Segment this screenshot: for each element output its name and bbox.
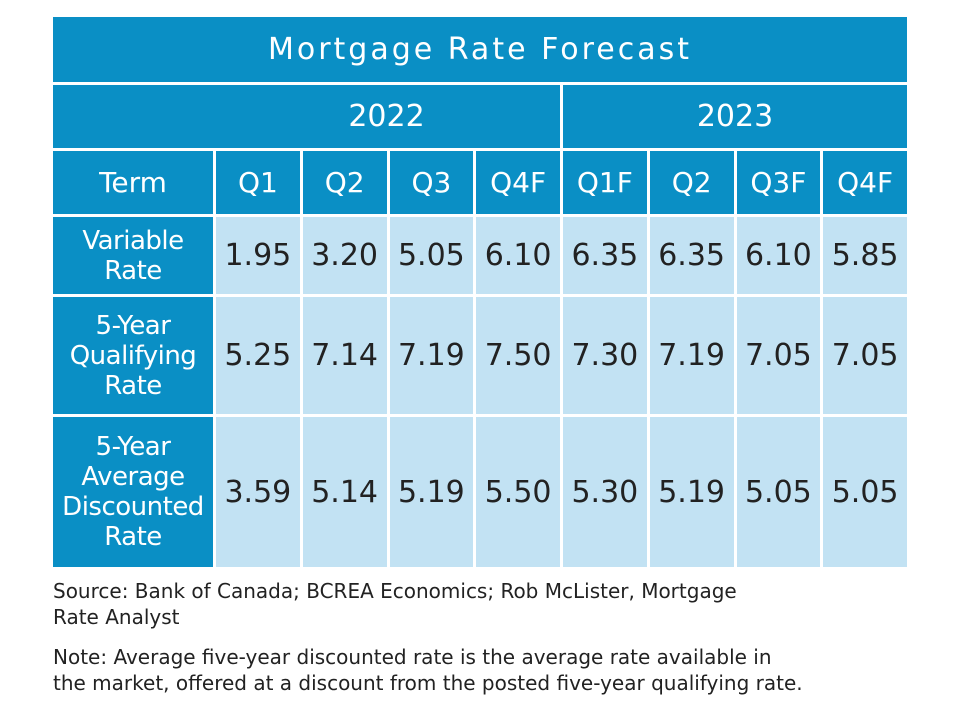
row-label-line: Discounted (62, 492, 204, 522)
data-cell: 7.05 (736, 297, 821, 414)
data-cell: 7.19 (649, 297, 734, 414)
data-cell: 5.50 (476, 417, 560, 567)
data-cell: 3.20 (302, 217, 387, 294)
col-header: Q3F (736, 151, 821, 214)
col-header: Q1F (563, 151, 647, 214)
data-cell: 7.14 (302, 297, 387, 414)
table-row-variable-rate: Variable Rate 1.95 3.20 5.05 6.10 6.35 6… (53, 217, 907, 294)
data-cell: 7.50 (476, 297, 560, 414)
row-label: Variable Rate (53, 217, 213, 294)
source-note: Source: Bank of Canada; BCREA Economics;… (53, 578, 903, 630)
year-row: 2022 2023 (53, 85, 907, 148)
row-label-line: 5-Year (95, 432, 171, 462)
data-cell: 7.19 (389, 297, 474, 414)
row-label-line: Rate (104, 255, 162, 286)
note-line: Note: Average five-year discounted rate … (53, 645, 772, 669)
data-cell: 5.19 (389, 417, 474, 567)
row-label-line: 5-Year (95, 310, 171, 341)
explanatory-note: Note: Average five-year discounted rate … (53, 644, 903, 696)
source-line: Source: Bank of Canada; BCREA Economics;… (53, 579, 737, 603)
data-cell: 5.25 (216, 297, 300, 414)
year-2023-header: 2023 (563, 85, 907, 148)
data-cell: 5.05 (389, 217, 474, 294)
row-label: 5-Year Qualifying Rate (53, 297, 213, 414)
data-cell: 6.10 (476, 217, 560, 294)
data-cell: 5.05 (736, 417, 821, 567)
forecast-table: Mortgage Rate Forecast 2022 2023 Term Q1… (50, 14, 910, 570)
table-row-qualifying-rate: 5-Year Qualifying Rate 5.25 7.14 7.19 7.… (53, 297, 907, 414)
title-row: Mortgage Rate Forecast (53, 17, 907, 82)
col-header: Q4F (476, 151, 560, 214)
col-header: Q1 (216, 151, 300, 214)
row-label-line: Qualifying (69, 340, 197, 371)
note-line: the market, offered at a discount from t… (53, 671, 803, 695)
data-cell: 5.14 (302, 417, 387, 567)
data-cell: 7.05 (823, 297, 907, 414)
row-label-line: Rate (104, 522, 162, 552)
row-label-line: Variable (82, 225, 184, 256)
term-header: Term (53, 151, 213, 214)
data-cell: 1.95 (216, 217, 300, 294)
year-2022-header: 2022 (53, 85, 560, 148)
row-label-line: Rate (104, 370, 162, 401)
data-cell: 7.30 (563, 297, 647, 414)
col-header: Q2 (302, 151, 387, 214)
data-cell: 5.05 (823, 417, 907, 567)
table-title: Mortgage Rate Forecast (53, 17, 907, 82)
table-row-discounted-rate: 5-Year Average Discounted Rate 3.59 5.14… (53, 417, 907, 567)
row-label-line: Average (81, 462, 185, 492)
col-header: Q4F (823, 151, 907, 214)
source-line: Rate Analyst (53, 605, 180, 629)
year-label: 2022 (348, 99, 425, 134)
data-cell: 5.85 (823, 217, 907, 294)
data-cell: 6.35 (563, 217, 647, 294)
col-header: Q2 (649, 151, 734, 214)
column-header-row: Term Q1 Q2 Q3 Q4F Q1F Q2 Q3F Q4F (53, 151, 907, 214)
col-header: Q3 (389, 151, 474, 214)
data-cell: 5.19 (649, 417, 734, 567)
data-cell: 5.30 (563, 417, 647, 567)
data-cell: 6.35 (649, 217, 734, 294)
data-cell: 6.10 (736, 217, 821, 294)
footnotes: Source: Bank of Canada; BCREA Economics;… (53, 578, 903, 710)
data-cell: 3.59 (216, 417, 300, 567)
row-label: 5-Year Average Discounted Rate (53, 417, 213, 567)
